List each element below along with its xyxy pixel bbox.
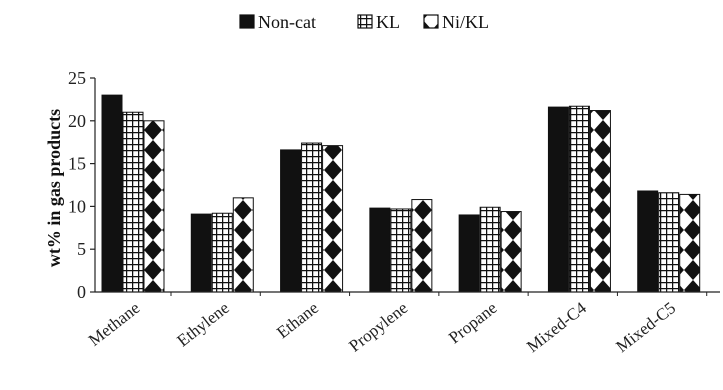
legend-swatch (357, 14, 373, 29)
x-tick-label: Propane (445, 298, 501, 347)
bar-kl-propane (479, 206, 501, 293)
x-tick-label: Methane (85, 298, 144, 350)
legend-swatch (239, 14, 255, 29)
x-axis: Methane Ethylene Ethane Propylene Propane Mix… (85, 291, 720, 356)
bar-kl-mixed-c4 (568, 105, 590, 293)
bar-non-cat-ethylene (190, 213, 212, 293)
y-tick-label: 20 (68, 111, 86, 131)
y-axis-label: wt% in gas products (44, 109, 64, 267)
y-axis: 0 5 10 15 20 25 (68, 68, 96, 302)
bar-kl-ethane (301, 142, 323, 293)
legend: Non-cat KL Ni/KL (239, 12, 489, 32)
bar-non-cat-mixed-c4 (547, 106, 569, 293)
bar-kl-methane (122, 111, 144, 293)
bars (101, 94, 701, 293)
bar-non-cat-methane (101, 94, 123, 293)
y-tick-label: 10 (68, 196, 86, 216)
x-tick-label: Mixed-C4 (523, 298, 590, 356)
x-tick-label: Ethylene (173, 298, 232, 350)
bar-non-cat-propylene (369, 207, 391, 293)
x-tick-label: Mixed-C5 (612, 298, 679, 356)
bar-ni-kl-mixed-c4 (589, 110, 611, 293)
bar-non-cat-propane (458, 214, 480, 293)
x-tick-label: Ethane (273, 298, 322, 342)
bar-ni-kl-ethane (322, 145, 344, 293)
legend-swatch (423, 14, 439, 29)
y-tick-label: 5 (77, 239, 86, 259)
bar-non-cat-ethane (280, 149, 302, 293)
bar-non-cat-mixed-c5 (637, 190, 659, 293)
y-tick-label: 0 (77, 282, 86, 302)
bar-ni-kl-methane (143, 120, 165, 293)
legend-label: KL (376, 12, 400, 32)
y-tick-label: 15 (68, 154, 86, 174)
bar-kl-propylene (390, 208, 412, 293)
bar-kl-ethylene (211, 212, 233, 293)
bar-kl-mixed-c5 (658, 192, 680, 293)
bar-ni-kl-mixed-c5 (679, 193, 701, 293)
y-tick-label: 25 (68, 68, 86, 88)
bar-ni-kl-propane (500, 211, 522, 293)
x-tick-label: Propylene (345, 298, 411, 355)
bar-ni-kl-propylene (411, 199, 433, 293)
bar-ni-kl-ethylene (232, 197, 254, 293)
legend-label: Ni/KL (442, 12, 489, 32)
legend-label: Non-cat (258, 12, 316, 32)
